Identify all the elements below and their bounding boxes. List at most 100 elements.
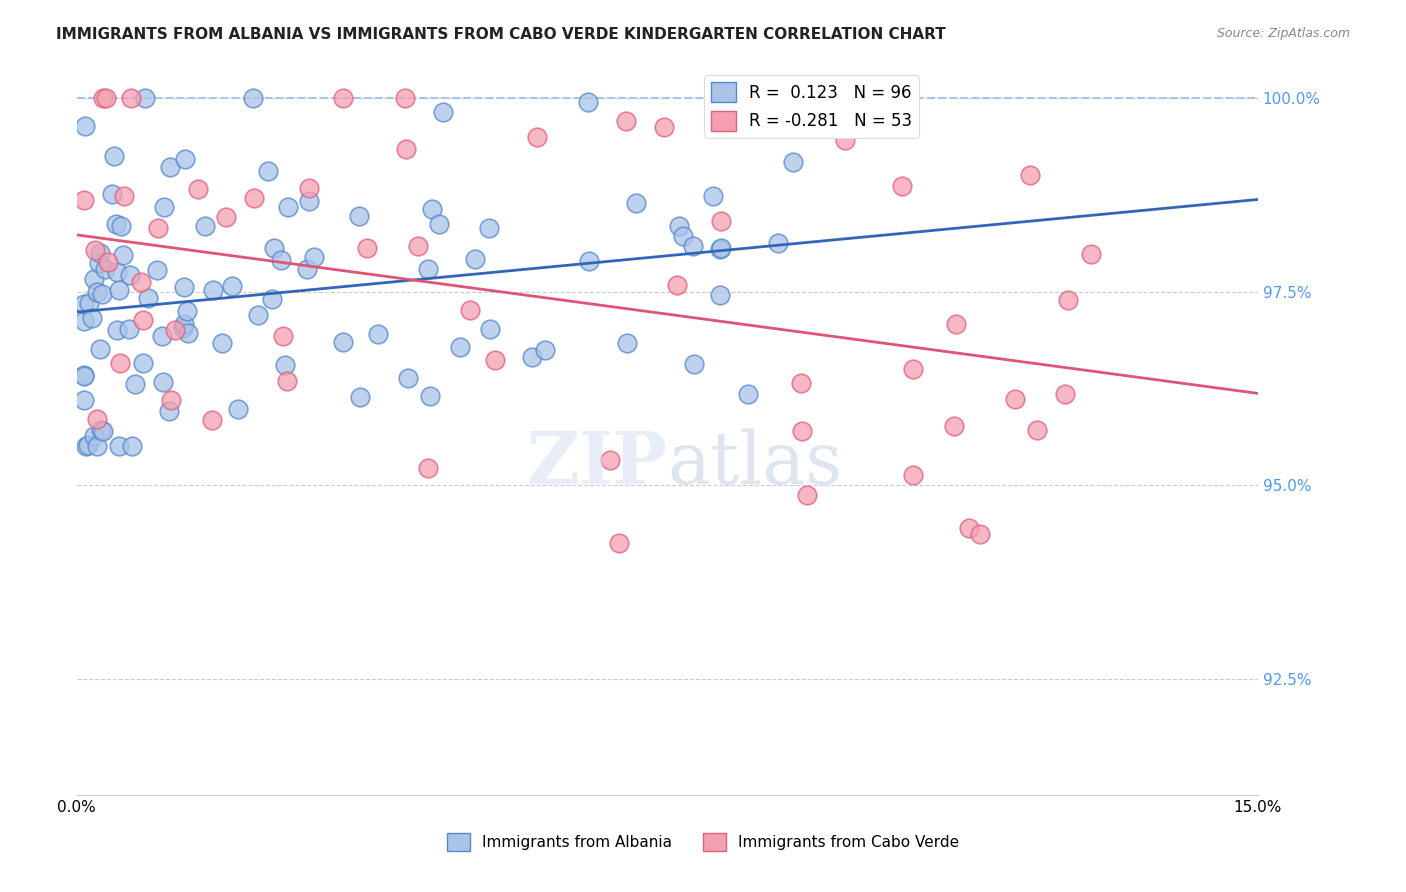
Point [120,91,142,105]
Text: ZIP: ZIP [526,428,668,500]
Point [120,268,142,282]
Point [176,304,198,318]
Point [112,248,135,262]
Point [110,219,132,233]
Point [356,241,378,255]
Point [709,288,731,302]
Point [432,104,454,119]
Point [124,376,146,391]
Point [105,265,128,279]
Point [419,389,441,403]
Point [710,241,733,255]
Point [710,213,733,227]
Point [576,95,599,110]
Point [260,293,283,307]
Point [80,311,103,326]
Point [682,357,704,371]
Point [159,160,181,174]
Point [616,335,638,350]
Point [153,200,176,214]
Point [367,327,389,342]
Point [86,285,108,299]
Point [87,256,110,270]
Point [73,119,96,133]
Point [614,113,637,128]
Point [416,262,439,277]
Point [420,202,443,216]
Point [104,217,127,231]
Point [298,194,321,209]
Point [91,425,114,439]
Point [271,329,294,343]
Point [766,235,789,250]
Point [394,91,416,105]
Point [76,438,98,452]
Point [668,219,690,233]
Point [247,308,270,322]
Point [90,423,112,437]
Point [790,424,813,438]
Point [484,353,506,368]
Point [1026,423,1049,437]
Point [901,362,924,376]
Point [86,440,108,454]
Point [226,401,249,416]
Point [416,461,439,475]
Point [666,278,689,293]
Point [945,317,967,331]
Point [73,297,96,311]
Point [173,317,195,331]
Point [257,164,280,178]
Point [73,392,96,407]
Point [132,356,155,370]
Legend: Immigrants from Albania, Immigrants from Cabo Verde: Immigrants from Albania, Immigrants from… [441,827,965,857]
Point [295,262,318,277]
Point [277,200,299,214]
Point [174,152,197,166]
Point [173,280,195,294]
Point [134,91,156,105]
Point [526,130,548,145]
Point [86,412,108,426]
Point [200,413,222,427]
Point [796,488,818,502]
Point [406,238,429,252]
Point [138,291,160,305]
Point [942,419,965,434]
Point [274,358,297,372]
Point [332,334,354,349]
Point [1080,247,1102,261]
Point [464,252,486,267]
Point [77,296,100,310]
Point [737,386,759,401]
Point [105,323,128,337]
Point [94,262,117,277]
Point [150,329,173,343]
Point [270,252,292,267]
Point [1056,293,1078,308]
Text: IMMIGRANTS FROM ALBANIA VS IMMIGRANTS FROM CABO VERDE KINDERGARTEN CORRELATION C: IMMIGRANTS FROM ALBANIA VS IMMIGRANTS FR… [56,27,946,42]
Point [131,312,153,326]
Point [101,186,124,201]
Point [221,279,243,293]
Point [97,254,120,268]
Point [263,241,285,255]
Point [91,91,114,105]
Point [276,375,298,389]
Point [396,371,419,385]
Point [624,196,647,211]
Point [520,350,543,364]
Point [349,390,371,404]
Point [172,321,194,335]
Point [834,133,856,147]
Point [121,440,143,454]
Point [159,392,181,407]
Point [969,526,991,541]
Point [479,322,502,336]
Point [201,283,224,297]
Point [1053,387,1076,401]
Point [890,178,912,193]
Point [215,210,238,224]
Point [534,343,557,358]
Point [73,193,96,207]
